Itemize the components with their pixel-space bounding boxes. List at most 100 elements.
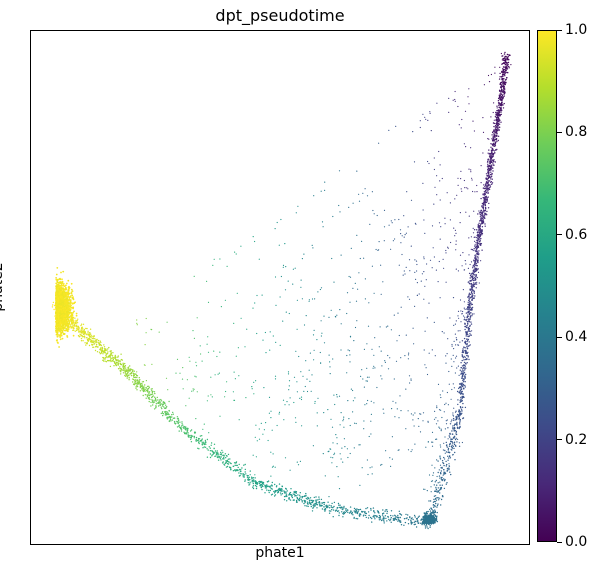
scatter-point <box>70 292 73 295</box>
scatter-point <box>382 408 384 410</box>
scatter-point <box>452 417 455 420</box>
scatter-point <box>453 427 456 429</box>
scatter-point <box>487 74 490 77</box>
scatter-point <box>453 443 456 446</box>
scatter-point <box>352 389 354 392</box>
scatter-point <box>480 182 482 184</box>
scatter-point <box>373 354 375 356</box>
scatter-point <box>468 328 470 330</box>
scatter-point <box>443 456 445 459</box>
scatter-point <box>276 485 278 487</box>
scatter-point <box>405 232 407 234</box>
scatter-point <box>445 483 447 485</box>
scatter-point <box>473 271 475 274</box>
scatter-point <box>489 160 491 162</box>
scatter-point <box>458 317 460 319</box>
scatter-point <box>504 91 506 93</box>
scatter-point <box>408 375 411 377</box>
scatter-point <box>330 456 332 458</box>
scatter-point <box>454 198 456 200</box>
scatter-point <box>330 505 332 507</box>
scatter-point <box>454 423 456 425</box>
scatter-point <box>455 410 457 412</box>
scatter-point <box>85 342 88 345</box>
scatter-point <box>339 211 341 213</box>
scatter-point <box>390 465 392 467</box>
scatter-point <box>498 126 500 128</box>
scatter-point <box>299 494 301 496</box>
scatter-point <box>206 343 208 345</box>
scatter-point <box>260 422 262 424</box>
scatter-point <box>471 292 473 295</box>
scatter-point <box>476 191 478 193</box>
scatter-point <box>464 352 467 354</box>
scatter-point <box>441 476 443 479</box>
scatter-point <box>176 358 179 360</box>
scatter-point <box>110 359 112 362</box>
scatter-point <box>454 98 456 101</box>
scatter-point <box>350 510 352 512</box>
scatter-point <box>359 444 361 446</box>
scatter-point <box>490 155 493 157</box>
scatter-point <box>378 241 380 243</box>
scatter-point <box>225 460 227 462</box>
scatter-point <box>373 516 376 518</box>
scatter-point <box>407 514 409 516</box>
scatter-point <box>120 369 123 371</box>
scatter-point <box>342 516 344 518</box>
scatter-point <box>488 188 491 191</box>
scatter-point <box>458 124 460 126</box>
scatter-point <box>303 495 305 498</box>
scatter-point <box>468 318 470 320</box>
scatter-point <box>78 330 80 333</box>
scatter-point <box>314 298 316 300</box>
scatter-point <box>388 129 390 131</box>
scatter-point <box>488 138 490 140</box>
scatter-point <box>468 308 471 310</box>
scatter-point <box>279 296 281 298</box>
scatter-point <box>460 367 462 369</box>
scatter-point <box>397 449 399 451</box>
scatter-point <box>490 166 492 168</box>
scatter-point <box>312 334 315 336</box>
scatter-point <box>208 432 210 434</box>
scatter-point <box>494 138 497 141</box>
scatter-point <box>262 339 264 341</box>
scatter-point <box>340 412 342 414</box>
scatter-point <box>490 116 492 118</box>
scatter-point <box>480 230 482 232</box>
scatter-point <box>474 246 477 249</box>
scatter-point <box>477 271 480 273</box>
scatter-point <box>162 401 164 404</box>
scatter-point <box>204 446 207 448</box>
scatter-point <box>434 498 436 500</box>
scatter-point <box>352 202 354 204</box>
scatter-point <box>92 340 94 342</box>
scatter-point <box>409 270 411 272</box>
scatter-point <box>493 119 495 121</box>
scatter-point <box>305 315 307 317</box>
scatter-point <box>479 213 481 216</box>
scatter-point <box>315 502 317 505</box>
scatter-point <box>474 240 476 242</box>
scatter-point <box>246 476 249 478</box>
scatter-point <box>141 381 143 383</box>
scatter-point <box>459 426 461 428</box>
scatter-point <box>354 422 356 424</box>
scatter-point <box>252 479 254 481</box>
scatter-point <box>161 411 164 413</box>
scatter-point <box>90 336 92 338</box>
scatter-point <box>226 265 228 267</box>
scatter-point <box>434 467 436 469</box>
scatter-point <box>456 390 459 393</box>
scatter-point <box>467 326 469 329</box>
scatter-point <box>424 525 427 527</box>
scatter-point <box>287 373 290 375</box>
scatter-point <box>301 258 303 260</box>
scatter-point <box>305 497 307 500</box>
scatter-point <box>387 325 389 327</box>
scatter-point <box>381 463 383 466</box>
scatter-point <box>173 417 176 419</box>
scatter-point <box>306 505 308 507</box>
scatter-point <box>497 102 500 104</box>
